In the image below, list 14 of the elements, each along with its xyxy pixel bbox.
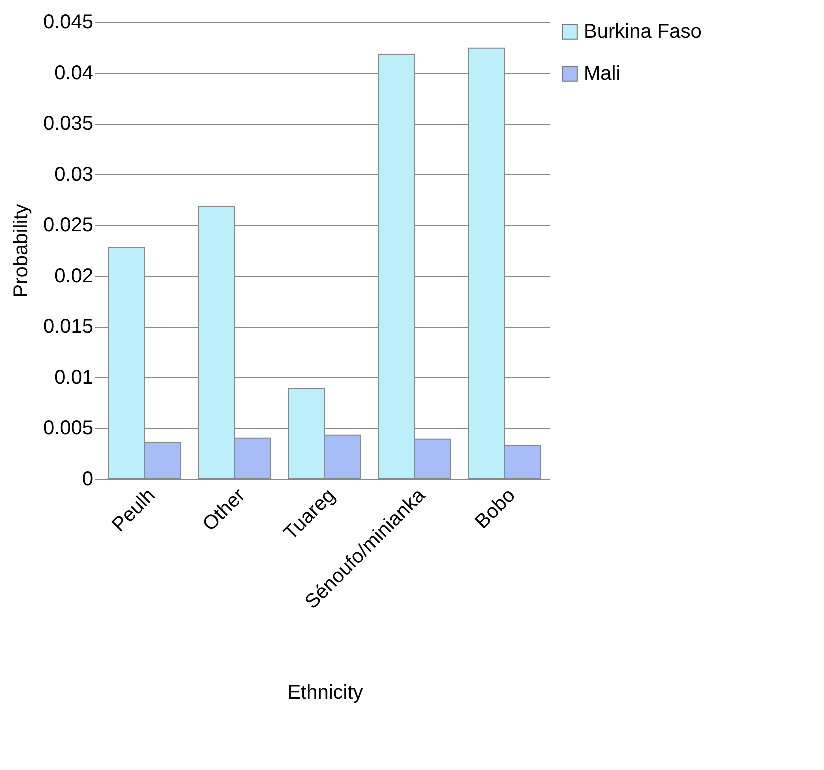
y-tick-label: 0.015 (43, 316, 94, 338)
y-tick-label: 0.035 (43, 113, 94, 136)
y-tick-label: 0.03 (54, 164, 94, 186)
y-tick-label: 0.02 (54, 265, 94, 288)
y-tick-label: 0.025 (43, 214, 94, 237)
y-tick-label: 0.005 (43, 418, 94, 440)
y-tick-label: 0 (82, 468, 94, 490)
y-axis-title: Probability (10, 204, 32, 298)
y-tick-label: 0.045 (43, 12, 94, 34)
y-tick-label: 0.01 (54, 366, 94, 389)
legend-label: Burkina Faso (584, 21, 702, 43)
x-axis-title: Ethnicity (288, 682, 364, 704)
y-tick-label: 0.04 (54, 62, 94, 84)
legend-label: Mali (584, 63, 621, 85)
